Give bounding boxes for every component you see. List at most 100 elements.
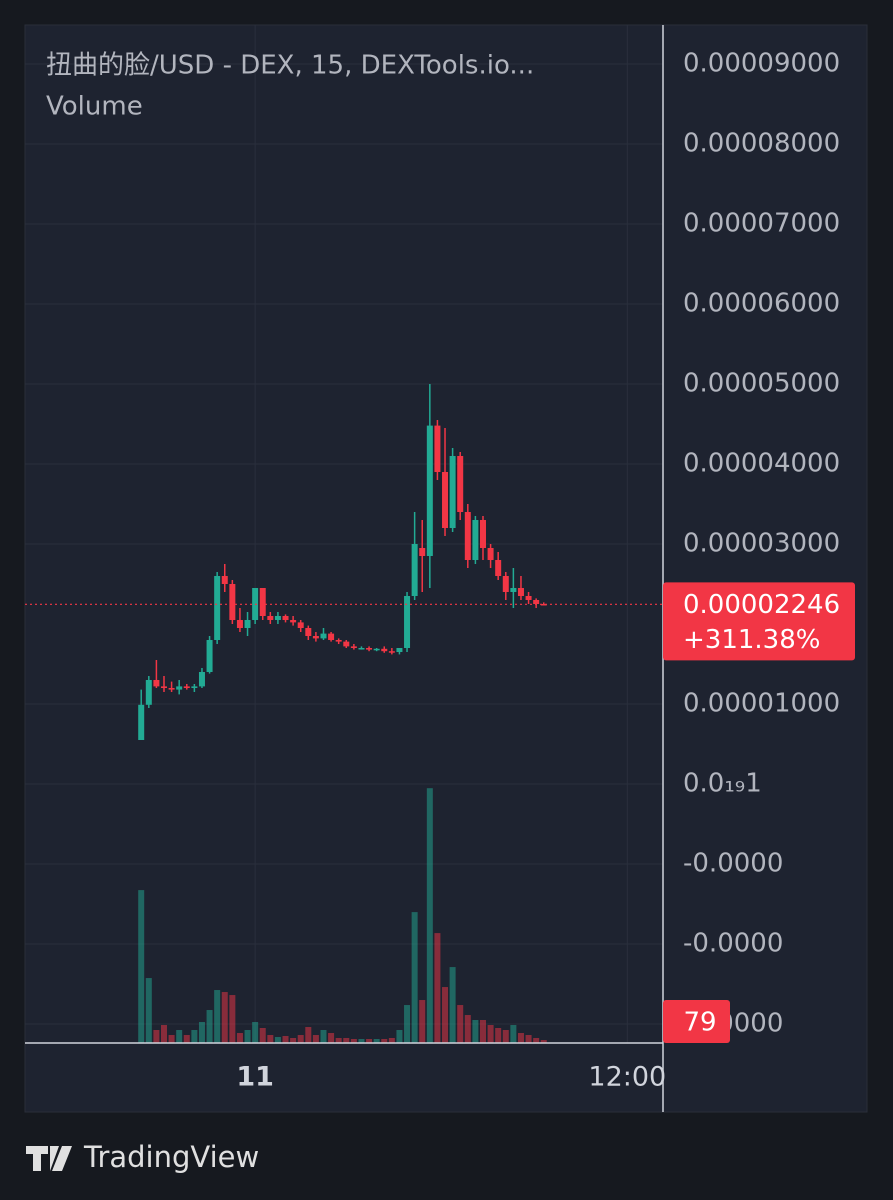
candle-body [183, 686, 190, 688]
volume-bar [153, 1029, 160, 1043]
candle-body [426, 425, 433, 556]
volume-bar [282, 1035, 289, 1043]
candle-body [236, 620, 243, 628]
change-label: +311.38% [683, 625, 820, 655]
candle-body [464, 512, 471, 560]
volume-bar [373, 1039, 380, 1043]
y-tick-label: 0.00001000 [683, 689, 840, 719]
x-tick-label: 12:00 [588, 1062, 666, 1093]
volume-bar [388, 1037, 395, 1043]
candle-body [457, 456, 464, 512]
volume-bar [214, 990, 221, 1043]
volume-bar [426, 788, 433, 1043]
candle-body [533, 600, 540, 604]
volume-bar [411, 912, 418, 1043]
candle-body [366, 648, 373, 650]
volume-label: 79 [683, 1008, 716, 1038]
volume-bar [320, 1029, 327, 1043]
candle-body [297, 622, 304, 628]
volume-bar [487, 1025, 494, 1043]
candle-body [419, 548, 426, 556]
volume-bar [533, 1037, 540, 1043]
candle-body [510, 588, 517, 592]
candle-body [449, 456, 456, 528]
candle-body [221, 576, 228, 584]
volume-bar [350, 1039, 357, 1043]
candle-body [145, 680, 152, 705]
y-tick-label: 0.00007000 [683, 209, 840, 239]
candle-body [388, 651, 395, 653]
candle-body [396, 648, 403, 652]
volume-bar [206, 1010, 213, 1043]
volume-bar [457, 1005, 464, 1043]
volume-bar [312, 1035, 319, 1043]
candle-body [191, 686, 198, 688]
candle-body [487, 548, 494, 560]
candle-body [305, 628, 312, 636]
candle-body [335, 640, 342, 642]
candle-body [479, 520, 486, 548]
candle-body [442, 472, 449, 528]
candles [138, 384, 547, 740]
last-price-label: 0.00002246 [683, 590, 840, 620]
candle-body [160, 686, 167, 688]
volume-bar [517, 1033, 524, 1043]
volume-bar [183, 1035, 190, 1043]
candle-body [502, 576, 509, 592]
candle-body [350, 646, 357, 648]
candle-body [381, 648, 388, 652]
candle-body [244, 620, 251, 628]
footer-logo [26, 1146, 72, 1171]
candle-body [229, 584, 236, 620]
candle-body [343, 641, 350, 647]
volume-bar [442, 987, 449, 1043]
candle-body [495, 560, 502, 576]
candle-body [214, 576, 221, 640]
volume-badge [663, 1000, 730, 1043]
y-tick-label: -0.0000 [683, 849, 783, 879]
volume-bar [305, 1027, 312, 1043]
last-price-badge [663, 582, 855, 661]
x-tick-label: 11 [236, 1062, 274, 1093]
footer-brand: TradingView [83, 1140, 259, 1174]
candle-body [358, 648, 365, 650]
volume-bar [525, 1035, 532, 1043]
volume-bar [221, 992, 228, 1043]
candle-body [138, 704, 145, 740]
volume-bar [449, 967, 456, 1043]
volume-bar [259, 1027, 266, 1043]
chart-subtitle: Volume [46, 92, 143, 122]
y-tick-label: 0.00003000 [683, 529, 840, 559]
candle-body [411, 544, 418, 596]
volume-bar [510, 1025, 517, 1043]
candle-body [176, 686, 183, 690]
candle-body [206, 640, 213, 672]
chart-panel [24, 24, 868, 1113]
candle-body [472, 520, 479, 560]
candle-body [525, 596, 532, 600]
volume-bar [479, 1020, 486, 1043]
volume-bar [381, 1039, 388, 1043]
chart-title: 扭曲的脸/USD - DEX, 15, DEXTools.io... [46, 51, 534, 81]
volume-bar [434, 933, 441, 1043]
volume-bar [176, 1029, 183, 1043]
volume-bar [472, 1020, 479, 1043]
candle-body [404, 596, 411, 648]
volume-bar [540, 1040, 547, 1043]
candle-body [267, 616, 274, 620]
candle-body [320, 633, 327, 639]
candle-body [274, 616, 281, 620]
y-tick-label: 0.00006000 [683, 289, 840, 319]
candle-body [153, 680, 160, 687]
volume-bar [396, 1029, 403, 1043]
candle-body [540, 604, 547, 606]
volume-bar [404, 1005, 411, 1043]
volume-bar [328, 1033, 335, 1043]
volume-bar [419, 1000, 426, 1043]
volume-bar [343, 1037, 350, 1043]
volume-pane [138, 788, 547, 1043]
volume-bar [274, 1037, 281, 1043]
volume-bar [502, 1029, 509, 1043]
